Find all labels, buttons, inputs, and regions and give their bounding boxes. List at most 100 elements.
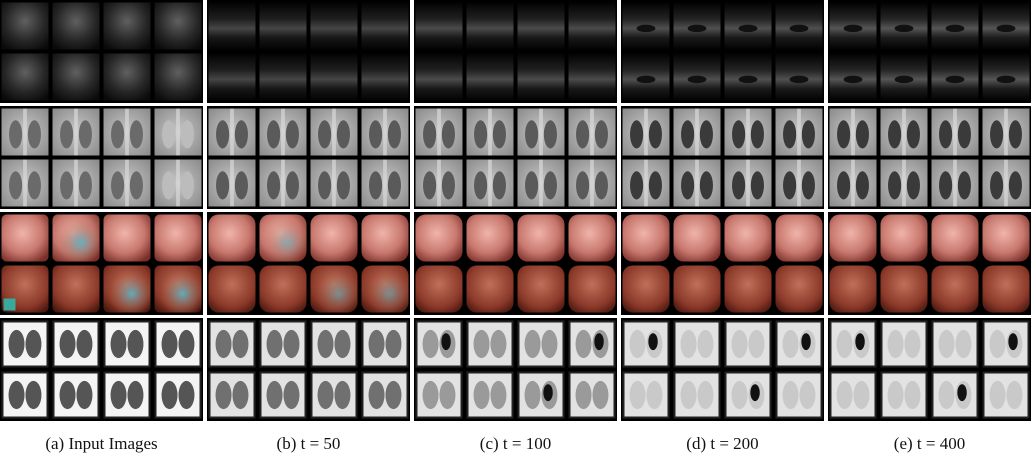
image-grid xyxy=(0,0,1031,421)
spine xyxy=(539,109,543,156)
thumbnail-content xyxy=(209,3,256,50)
lung xyxy=(525,330,541,358)
lung xyxy=(318,381,334,409)
lung xyxy=(423,381,439,409)
lung xyxy=(783,330,799,358)
thumbnail-content xyxy=(830,266,877,313)
thumbnail-content xyxy=(311,54,358,101)
lung xyxy=(907,120,920,148)
thumbnail-content xyxy=(467,266,514,313)
lung xyxy=(802,120,815,148)
lung xyxy=(751,120,764,148)
thumbnail-content xyxy=(416,3,463,50)
lung xyxy=(576,330,592,358)
lung xyxy=(939,330,955,358)
lung xyxy=(888,120,901,148)
thumbnail-content xyxy=(725,266,772,313)
lung xyxy=(904,381,920,409)
lung-detail xyxy=(441,333,450,350)
thumbnail-content xyxy=(674,215,721,262)
thumbnail-content xyxy=(467,54,514,101)
lung xyxy=(544,171,557,199)
lung xyxy=(385,330,401,358)
lung-detail xyxy=(957,384,966,401)
lung-detail xyxy=(648,333,657,350)
lung xyxy=(837,330,853,358)
lung xyxy=(28,171,41,199)
lung xyxy=(837,171,850,199)
thumbnail-content xyxy=(209,266,256,313)
caption: (d) t = 200 xyxy=(686,434,758,453)
lung xyxy=(9,171,22,199)
thumbnail-content xyxy=(155,54,202,101)
lung xyxy=(681,330,697,358)
lung xyxy=(235,171,248,199)
thumbnail-content xyxy=(53,54,100,101)
thumbnail-content xyxy=(260,3,307,50)
thumbnail-content xyxy=(776,215,823,262)
lung xyxy=(442,171,455,199)
spine xyxy=(953,109,957,156)
spine xyxy=(383,109,387,156)
lung xyxy=(130,171,143,199)
lung xyxy=(232,381,248,409)
thumbnail-detail xyxy=(895,76,914,84)
thumbnail-content xyxy=(104,3,151,50)
lung xyxy=(904,330,920,358)
lung xyxy=(178,330,194,358)
spine xyxy=(644,160,648,207)
lung xyxy=(216,120,229,148)
thumbnail-content xyxy=(260,266,307,313)
lung xyxy=(595,171,608,199)
lung xyxy=(111,330,127,358)
lung xyxy=(423,330,439,358)
lung xyxy=(474,381,490,409)
thumbnail-content xyxy=(311,3,358,50)
lung xyxy=(681,381,697,409)
lung xyxy=(162,330,178,358)
lung xyxy=(856,120,869,148)
spine xyxy=(797,109,801,156)
spine xyxy=(125,160,129,207)
lung xyxy=(630,330,646,358)
thumbnail-content xyxy=(881,266,928,313)
spine xyxy=(23,160,27,207)
thumbnail-content xyxy=(209,215,256,262)
panel xyxy=(0,318,203,421)
spine xyxy=(1004,109,1008,156)
lung xyxy=(232,330,248,358)
thumbnail-detail xyxy=(311,266,358,313)
thumbnail-content xyxy=(2,215,49,262)
lung xyxy=(216,171,229,199)
spine xyxy=(230,109,234,156)
thumbnail-detail xyxy=(946,76,965,84)
lung xyxy=(162,171,175,199)
thumbnail-detail xyxy=(997,25,1016,33)
lung xyxy=(369,120,382,148)
panel xyxy=(414,318,617,421)
lung-detail xyxy=(855,333,864,350)
lung xyxy=(700,171,713,199)
lung-detail xyxy=(801,333,810,350)
lung xyxy=(318,330,334,358)
lung xyxy=(216,330,232,358)
lung xyxy=(888,330,904,358)
lung xyxy=(1006,381,1022,409)
lung xyxy=(990,120,1003,148)
spine xyxy=(332,109,336,156)
lung xyxy=(337,171,350,199)
lung xyxy=(60,381,76,409)
lung-detail xyxy=(750,384,759,401)
lung xyxy=(856,171,869,199)
lung xyxy=(334,330,350,358)
lung xyxy=(318,171,331,199)
thumbnail-content xyxy=(932,215,979,262)
thumbnail-detail xyxy=(260,215,307,262)
lung xyxy=(576,120,589,148)
spine xyxy=(851,160,855,207)
spine xyxy=(746,160,750,207)
spine xyxy=(695,160,699,207)
lung xyxy=(853,381,869,409)
thumbnail-detail xyxy=(637,25,656,33)
lung xyxy=(111,381,127,409)
